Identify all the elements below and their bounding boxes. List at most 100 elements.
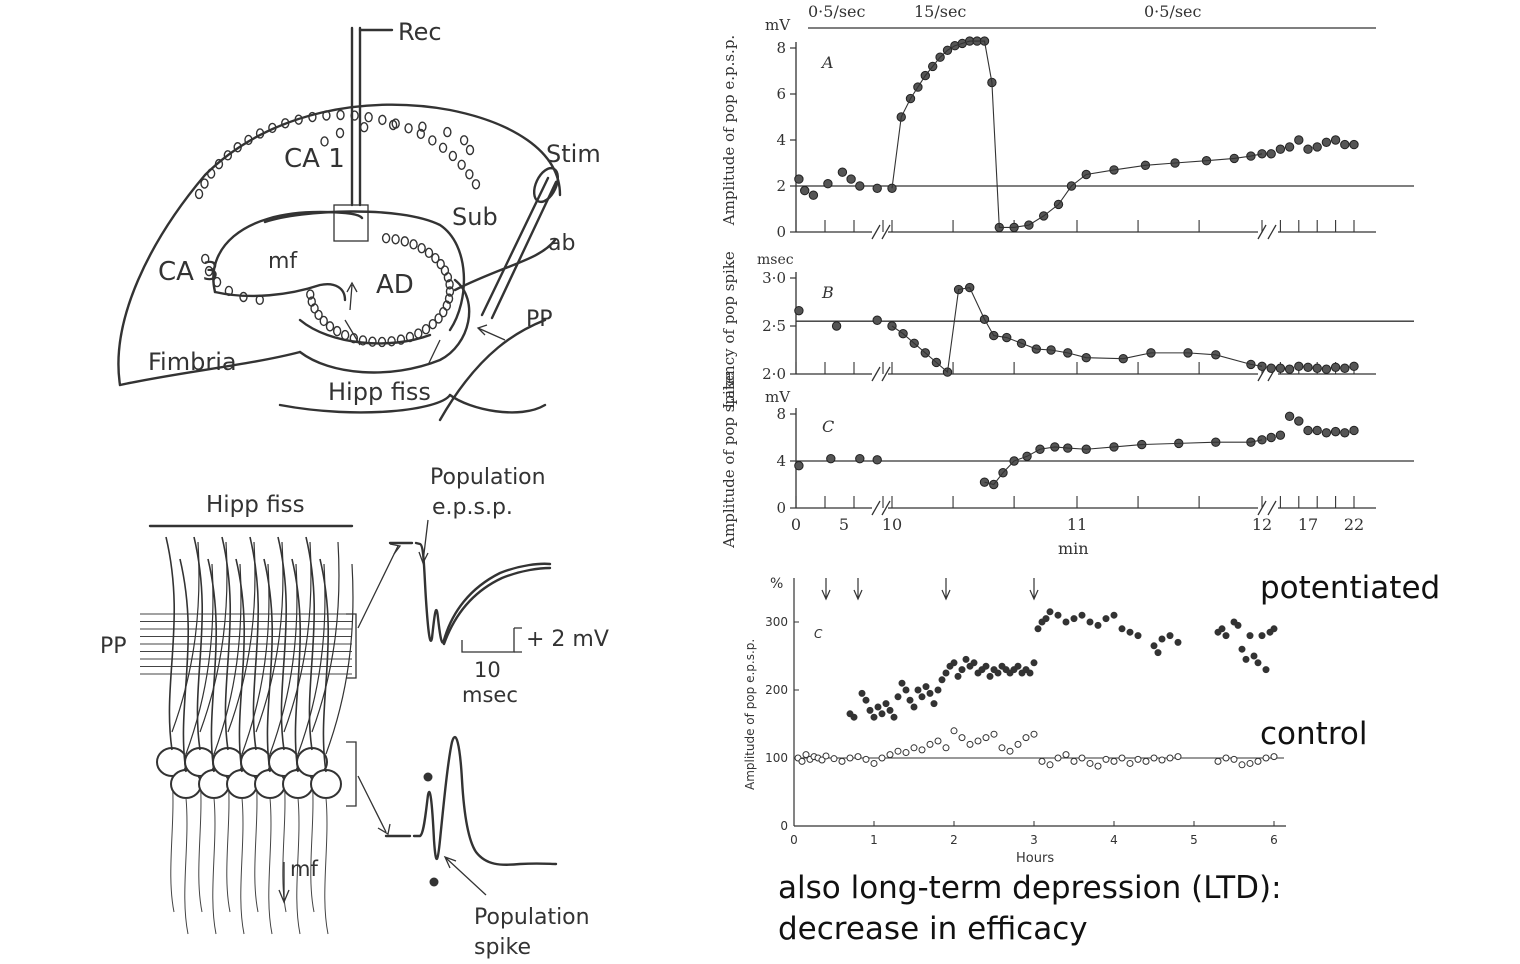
control-point	[1022, 734, 1030, 742]
potentiated-point	[1026, 669, 1034, 677]
potentiated-point	[962, 655, 970, 663]
granule-soma	[310, 769, 342, 799]
dendrite	[249, 536, 260, 751]
dendrite	[207, 558, 218, 773]
hippocampus-diagram: Rec Stim CA 1 Sub ab CA 3 mf AD PP Fimbr…	[117, 18, 601, 422]
cell-body	[306, 289, 315, 300]
cell-body	[307, 296, 316, 307]
control-point	[846, 754, 854, 762]
cell-body	[319, 315, 328, 327]
rate-label-2: 0·5/sec	[1144, 2, 1202, 21]
cell-body	[308, 111, 317, 123]
panel-c-yunit: mV	[765, 388, 791, 406]
data-point	[872, 455, 882, 465]
cell-body	[448, 150, 458, 162]
axon	[296, 797, 301, 935]
pyramidal-cell-layer	[194, 109, 481, 348]
data-point	[1303, 425, 1313, 436]
control-point	[982, 734, 990, 742]
potentiated-point	[1014, 662, 1022, 670]
neuron-diagram: Hipp fiss PP mf Population e.p.s.p. + 2 …	[100, 465, 609, 960]
control-point	[1110, 757, 1118, 765]
potentiated-point	[1158, 635, 1166, 643]
data-point	[1257, 435, 1267, 445]
control-point	[830, 755, 838, 763]
potentiated-point	[894, 693, 902, 701]
control-point	[1054, 754, 1062, 762]
cell-body	[239, 291, 248, 303]
panel-b-yunit: msec	[757, 252, 794, 268]
hipp-fiss-label: Hipp fiss	[328, 378, 431, 406]
data-point	[1275, 363, 1286, 373]
data-point	[823, 179, 833, 189]
cell-body	[405, 331, 415, 343]
dendrite	[193, 536, 204, 751]
fit-curve	[891, 286, 1263, 374]
data-point	[1312, 363, 1322, 373]
cell-body	[212, 276, 222, 288]
cell-body	[439, 307, 448, 318]
control-point	[1230, 755, 1238, 763]
control-point	[918, 746, 926, 754]
cell-body	[471, 179, 481, 190]
data-point	[1294, 135, 1304, 145]
data-point	[1330, 362, 1341, 372]
data-point	[800, 185, 810, 196]
potentiated-point	[994, 669, 1002, 677]
cell-body	[368, 336, 377, 347]
control-point	[1262, 754, 1270, 762]
y-tick-label: 200	[765, 683, 788, 697]
control-point	[1254, 757, 1262, 765]
y-tick-label: 0	[776, 499, 786, 517]
stim-label: Stim	[546, 140, 601, 168]
data-point	[1275, 144, 1286, 154]
cell-body	[233, 142, 242, 153]
fit-curve	[891, 40, 1263, 228]
hipp-fiss-label-2: Hipp fiss	[206, 492, 305, 518]
potentiated-point	[1166, 632, 1174, 640]
potentiated-point	[1234, 621, 1242, 629]
cell-body	[364, 112, 373, 123]
control-point	[886, 751, 894, 759]
data-point	[1321, 364, 1332, 374]
control-point	[1118, 754, 1126, 762]
sub-label: Sub	[452, 203, 498, 231]
cell-body	[416, 128, 426, 140]
hours-xlabel: Hours	[1016, 851, 1054, 866]
granule-cells-drawing	[140, 536, 354, 935]
cell-body	[421, 324, 431, 335]
control-point	[1006, 747, 1014, 755]
cell-body	[434, 313, 443, 324]
panel-a-yunit: mV	[765, 16, 791, 34]
potentiated-point	[1070, 615, 1078, 623]
potentiated-point	[934, 686, 942, 694]
control-point	[958, 734, 966, 742]
data-point	[1340, 428, 1350, 438]
panel-a-0: 0 2 4 6 8	[776, 36, 1414, 241]
control-point	[1142, 757, 1150, 765]
data-point	[1349, 139, 1359, 150]
epsp-label-line1: Population	[430, 465, 546, 490]
axis-break	[871, 366, 881, 382]
potentiated-point	[1078, 611, 1086, 619]
data-point	[837, 167, 848, 177]
potentiated-point	[850, 713, 858, 721]
control-point	[1214, 757, 1222, 765]
cell-body	[457, 159, 466, 171]
potentiated-point	[858, 689, 866, 697]
control-point	[1038, 757, 1046, 765]
potentiated-point	[1262, 666, 1270, 674]
cell-body	[255, 128, 265, 139]
axon	[212, 797, 217, 935]
potentiated-point	[1254, 659, 1262, 667]
potentiated-point	[910, 703, 918, 711]
ca1-label: CA 1	[284, 144, 345, 174]
potentiated-point	[1174, 638, 1182, 646]
dendrite	[179, 558, 190, 773]
data-point	[872, 183, 882, 194]
control-point	[910, 744, 918, 752]
cell-body	[465, 144, 475, 156]
potentiated-point	[1030, 659, 1038, 667]
hours-panel-letter: C	[814, 627, 823, 641]
axon	[226, 775, 231, 913]
